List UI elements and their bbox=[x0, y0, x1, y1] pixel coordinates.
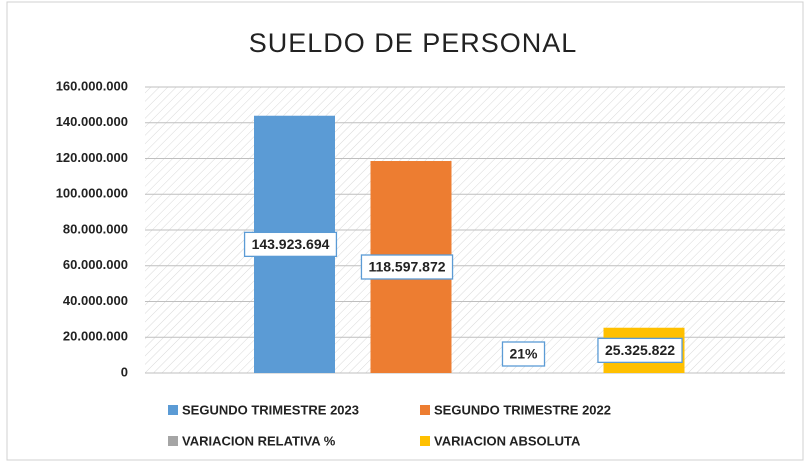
data-label: 25.325.822 bbox=[605, 342, 675, 358]
y-tick-label: 80.000.000 bbox=[63, 221, 128, 236]
legend-swatch bbox=[420, 436, 430, 446]
legend-label: VARIACION RELATIVA % bbox=[182, 433, 336, 448]
legend-label: SEGUNDO TRIMESTRE 2022 bbox=[434, 402, 611, 417]
y-tick-label: 40.000.000 bbox=[63, 293, 128, 308]
data-label-box bbox=[501, 341, 546, 367]
y-tick-label: 120.000.000 bbox=[56, 150, 128, 165]
data-label-box bbox=[360, 254, 454, 280]
data-label: 21% bbox=[509, 346, 538, 362]
data-label: 143.923.694 bbox=[252, 236, 330, 252]
data-label: 118.597.872 bbox=[368, 259, 445, 275]
y-tick-label: 140.000.000 bbox=[56, 114, 128, 129]
y-tick-label: 0 bbox=[121, 364, 128, 379]
y-tick-label: 160.000.000 bbox=[56, 78, 128, 93]
chart-title: SUELDO DE PERSONAL bbox=[249, 28, 578, 58]
y-tick-label: 60.000.000 bbox=[63, 257, 128, 272]
legend-label: SEGUNDO TRIMESTRE 2023 bbox=[182, 402, 359, 417]
data-label-box bbox=[243, 231, 338, 258]
y-tick-label: 20.000.000 bbox=[63, 329, 128, 344]
legend-swatch bbox=[168, 436, 178, 446]
legend-label: VARIACION ABSOLUTA bbox=[434, 433, 581, 448]
legend-swatch bbox=[168, 405, 178, 415]
legend-swatch bbox=[420, 405, 430, 415]
data-label-box bbox=[597, 337, 683, 364]
y-tick-label: 100.000.000 bbox=[56, 186, 128, 201]
